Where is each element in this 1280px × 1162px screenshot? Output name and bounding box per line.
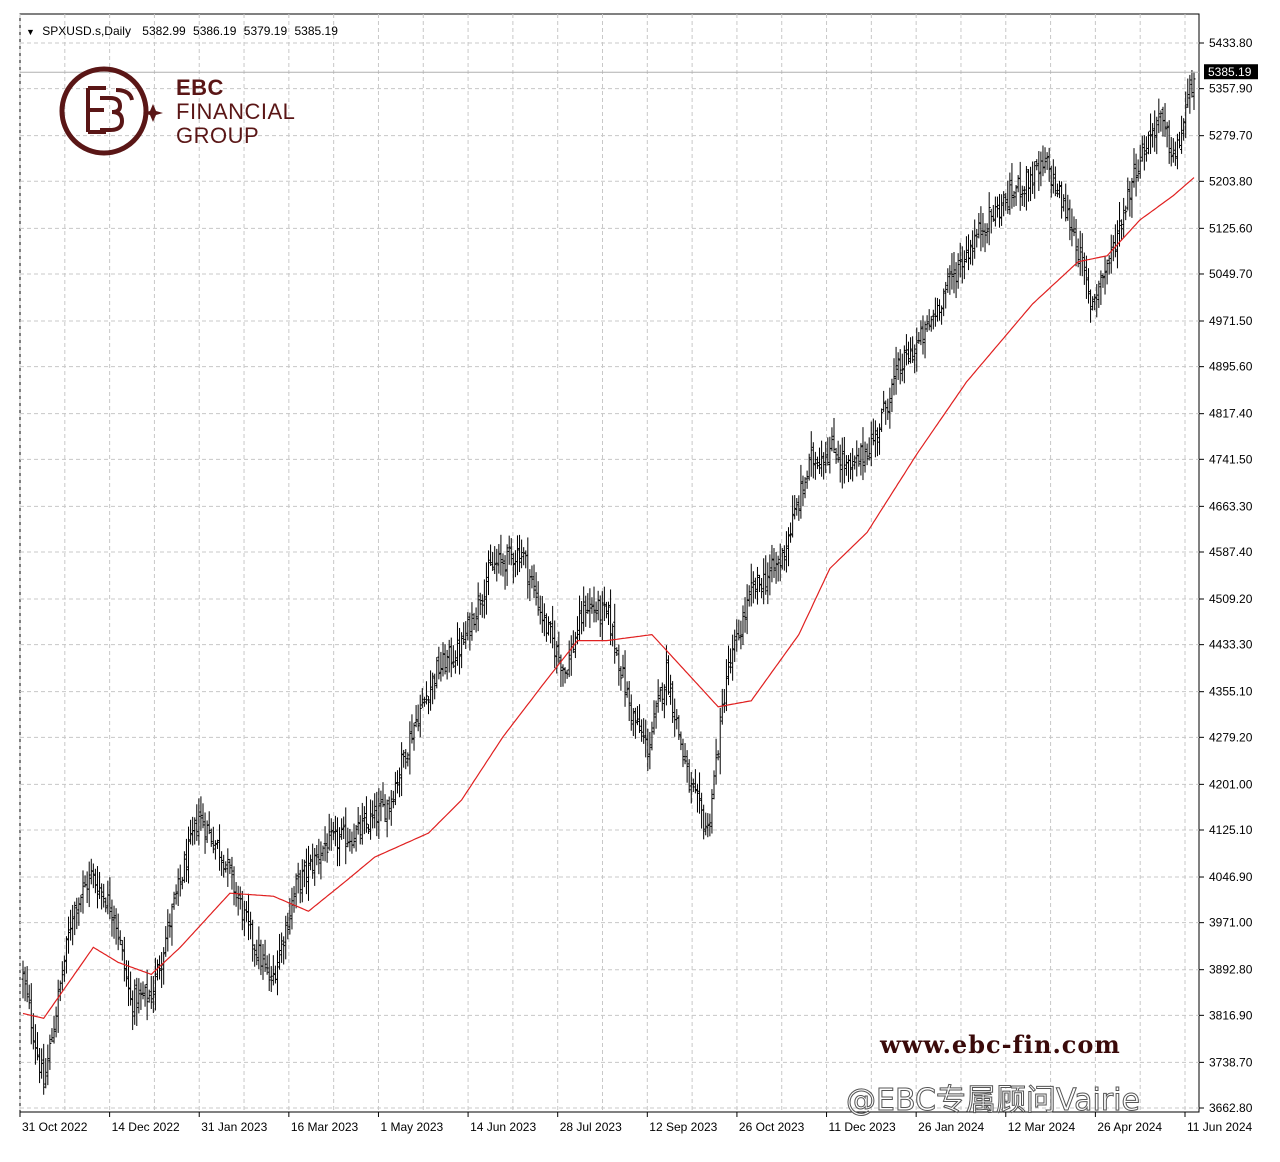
- y-tick-label: 4046.90: [1209, 870, 1253, 884]
- current-price-label: 5385.19: [1208, 65, 1252, 79]
- high-value: 5386.19: [193, 24, 237, 38]
- x-tick-label: 26 Apr 2024: [1097, 1120, 1162, 1134]
- y-tick-label: 4509.20: [1209, 592, 1253, 606]
- x-tick-label: 31 Oct 2022: [22, 1120, 88, 1134]
- y-tick-label: 4355.10: [1209, 685, 1253, 699]
- y-tick-label: 4895.60: [1209, 360, 1253, 374]
- ebc-logo: EBC FINANCIAL GROUP: [58, 60, 318, 170]
- y-tick-label: 3662.80: [1209, 1101, 1253, 1115]
- collapse-triangle-icon[interactable]: ▼: [26, 27, 35, 37]
- y-tick-label: 4817.40: [1209, 407, 1253, 421]
- y-tick-label: 4201.00: [1209, 777, 1253, 791]
- y-tick-label: 4587.40: [1209, 545, 1253, 559]
- x-tick-label: 1 May 2023: [380, 1120, 443, 1134]
- x-tick-label: 16 Mar 2023: [291, 1120, 359, 1134]
- y-tick-label: 5049.70: [1209, 267, 1253, 281]
- y-tick-label: 5357.90: [1209, 82, 1253, 96]
- chart-header: ▼ SPXUSD.s,Daily 5382.99 5386.19 5379.19…: [26, 24, 342, 38]
- x-tick-label: 31 Jan 2023: [201, 1120, 267, 1134]
- y-tick-label: 4741.50: [1209, 452, 1253, 466]
- x-tick-label: 11 Jun 2024: [1187, 1120, 1252, 1134]
- close-value: 5385.19: [294, 24, 338, 38]
- y-tick-label: 5203.80: [1209, 174, 1253, 188]
- moving-average-line: [22, 177, 1195, 1019]
- y-tick-label: 3738.70: [1209, 1055, 1253, 1069]
- y-tick-label: 4279.20: [1209, 730, 1253, 744]
- x-tick-label: 28 Jul 2023: [560, 1120, 622, 1134]
- x-tick-label: 11 Dec 2023: [829, 1120, 896, 1134]
- x-tick-label: 12 Sep 2023: [649, 1120, 717, 1134]
- open-value: 5382.99: [142, 24, 186, 38]
- y-tick-label: 3971.00: [1209, 916, 1253, 930]
- ebc-logo-text: EBC FINANCIAL GROUP: [176, 75, 296, 148]
- x-tick-label: 26 Jan 2024: [918, 1120, 984, 1134]
- y-tick-label: 3816.90: [1209, 1008, 1253, 1022]
- symbol-label: SPXUSD.s,Daily: [42, 24, 131, 38]
- x-tick-label: 26 Oct 2023: [739, 1120, 805, 1134]
- x-tick-label: 14 Dec 2022: [112, 1120, 180, 1134]
- y-tick-label: 4125.10: [1209, 823, 1253, 837]
- y-tick-label: 3892.80: [1209, 963, 1253, 977]
- y-tick-label: 4663.30: [1209, 499, 1253, 513]
- social-watermark: @EBC专属顾问Vairie: [846, 1083, 1141, 1119]
- y-tick-label: 5125.60: [1209, 221, 1253, 235]
- plot-area: [19, 13, 1200, 1113]
- y-tick-label: 5433.80: [1209, 36, 1253, 50]
- current-price-tag: [1204, 64, 1258, 80]
- x-tick-label: 12 Mar 2024: [1008, 1120, 1076, 1134]
- x-tick-label: 14 Jun 2023: [470, 1120, 536, 1134]
- ebc-logo-mark-icon: [59, 66, 163, 156]
- ohlc-values: 5382.99 5386.19 5379.19 5385.19: [142, 24, 342, 38]
- y-tick-label: 4433.30: [1209, 638, 1253, 652]
- website-watermark: www.ebc-fin.com: [880, 1030, 1121, 1059]
- y-tick-label: 5279.70: [1209, 129, 1253, 143]
- low-value: 5379.19: [243, 24, 288, 38]
- y-tick-label: 4971.50: [1209, 314, 1253, 328]
